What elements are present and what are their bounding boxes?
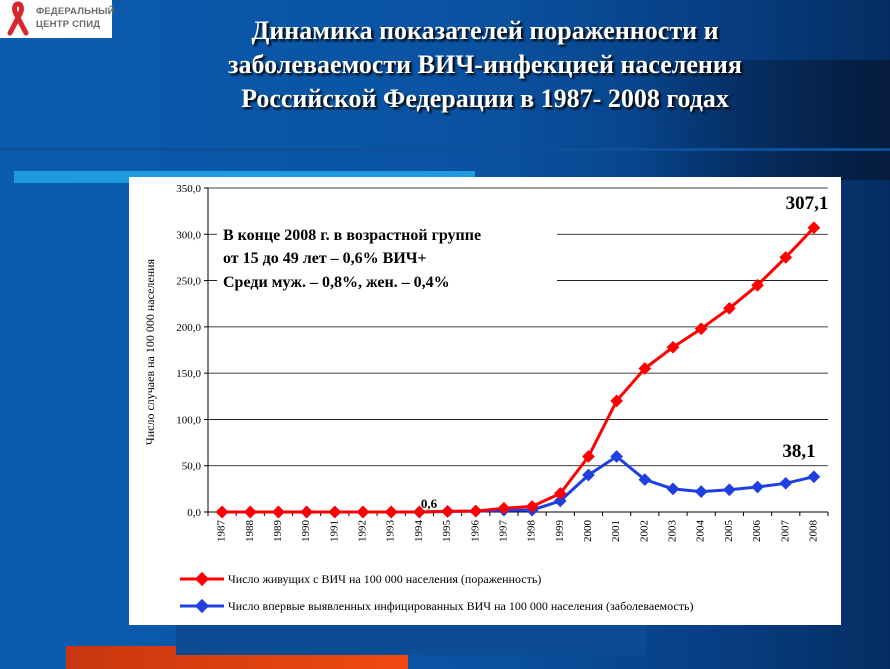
data-point-prevalence xyxy=(553,487,567,500)
data-point-prevalence xyxy=(356,505,370,519)
x-tick-label: 2004 xyxy=(695,520,707,543)
x-tick-label: 1991 xyxy=(328,520,340,542)
x-tick-label: 1988 xyxy=(244,520,256,543)
annotation-box xyxy=(217,217,557,299)
data-point-prevalence xyxy=(525,500,539,513)
series-lines xyxy=(222,226,815,514)
slide-background-shade xyxy=(630,60,890,180)
data-label-early-point: 0,6 xyxy=(421,496,438,511)
y-tick-label: 150,0 xyxy=(176,368,201,380)
data-point-prevalence xyxy=(441,505,454,518)
x-tick-label: 2006 xyxy=(751,520,763,543)
data-point-prevalence xyxy=(243,505,257,519)
data-point-incidence xyxy=(807,470,821,484)
data-point-incidence xyxy=(694,485,708,498)
aids-ribbon-icon xyxy=(7,1,29,36)
y-tick-label: 200,0 xyxy=(176,322,201,334)
y-axis-ticks: 0,0 50,0 100,0 150,0 200,0 250,0 300,0 350,0 xyxy=(176,183,208,519)
logo-line2: ЦЕНТР СПИД xyxy=(36,19,101,30)
x-tick-label: 2003 xyxy=(667,520,679,543)
x-tick-label: 2000 xyxy=(582,520,594,543)
legend-incidence-label: Число впервые выявленных инфицированных … xyxy=(228,599,693,613)
data-point-incidence xyxy=(751,480,764,494)
x-tick-label: 2007 xyxy=(779,520,791,543)
page-title: Динамика показателей пораженности и забо… xyxy=(150,14,820,116)
data-point-incidence xyxy=(582,468,595,482)
y-tick-label: 350,0 xyxy=(176,183,201,195)
legend-incidence-marker xyxy=(194,598,210,614)
x-tick-label: 1992 xyxy=(357,520,369,542)
x-tick-label: 1989 xyxy=(272,520,284,543)
data-point-prevalence xyxy=(328,505,342,519)
y-tick-label: 250,0 xyxy=(176,276,201,288)
y-tick-label: 100,0 xyxy=(176,414,201,426)
title-line1: Динамика показателей пораженности и xyxy=(251,16,719,45)
annotation-line3: Среди муж. – 0,8%, жен. – 0,4% xyxy=(223,274,450,291)
y-tick-label: 300,0 xyxy=(176,229,201,241)
data-point-incidence xyxy=(553,494,567,508)
x-tick-label: 1987 xyxy=(216,520,228,543)
legend-prevalence-marker xyxy=(194,571,210,587)
logo-line1: ФЕДЕРАЛЬНЫЙ xyxy=(36,6,115,17)
data-point-prevalence xyxy=(384,505,398,519)
x-tick-label: 2002 xyxy=(638,520,650,542)
y-tick-label: 50,0 xyxy=(182,461,202,473)
data-point-incidence xyxy=(779,476,793,490)
data-point-prevalence xyxy=(272,505,285,519)
x-tick-label: 1990 xyxy=(300,520,312,543)
data-point-incidence xyxy=(722,483,736,497)
x-tick-label: 1998 xyxy=(526,520,538,543)
line-chart: 0,0 50,0 100,0 150,0 200,0 250,0 300,0 350,0 19… xyxy=(143,183,829,614)
data-point-prevalence xyxy=(469,504,483,518)
data-label-prevalence-last: 307,1 xyxy=(786,193,829,214)
data-point-prevalence xyxy=(497,501,511,515)
data-point-incidence xyxy=(666,482,680,496)
x-tick-label: 2005 xyxy=(723,520,735,543)
data-point-prevalence xyxy=(582,450,595,463)
annotation-line2: от 15 до 49 лет – 0,6% ВИЧ+ xyxy=(223,250,427,267)
data-label-incidence-last: 38,1 xyxy=(782,441,815,462)
decor-strip-top xyxy=(0,148,890,151)
series-line-prevalence xyxy=(222,226,815,514)
title-line2: заболеваемости ВИЧ-инфекцией населения xyxy=(228,50,742,79)
title-line3: Российской Федерации в 1987- 2008 годах xyxy=(241,84,729,113)
x-tick-label: 1997 xyxy=(497,520,509,543)
x-tick-label: 1995 xyxy=(441,520,453,543)
x-axis-ticks: 1987 1988 1989 1990 1991 1992 1993 1994 1995 1996… xyxy=(207,512,829,543)
series-line-incidence xyxy=(222,455,815,514)
legend: Число живущих с ВИЧ на 100 000 населения… xyxy=(180,571,693,614)
x-tick-label: 1994 xyxy=(413,520,425,543)
chart-panel: 0,0 50,0 100,0 150,0 200,0 250,0 300,0 350,0 19… xyxy=(129,177,841,625)
legend-prevalence-label: Число живущих с ВИЧ на 100 000 населения… xyxy=(228,572,541,586)
x-tick-label: 2001 xyxy=(610,520,622,542)
data-point-prevalence xyxy=(300,505,314,519)
y-tick-label: 0,0 xyxy=(187,507,201,519)
decor-strip-blue-bottom xyxy=(176,625,646,655)
annotation-line1: В конце 2008 г. в возрастной группе xyxy=(223,227,481,244)
x-tick-label: 1996 xyxy=(469,520,481,543)
logo: ФЕДЕРАЛЬНЫЙ ЦЕНТР СПИД xyxy=(0,0,115,38)
data-point-prevalence xyxy=(215,505,229,519)
x-tick-label: 2008 xyxy=(807,520,819,543)
y-axis-label: Число случаев на 100 000 населения xyxy=(143,258,157,445)
x-tick-label: 1999 xyxy=(554,520,566,543)
x-tick-label: 1993 xyxy=(385,520,397,543)
